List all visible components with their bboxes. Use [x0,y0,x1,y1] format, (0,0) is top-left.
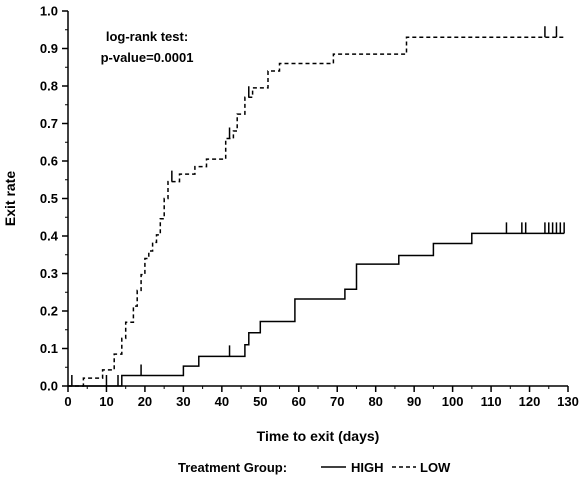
y-tick-label: 0.8 [40,79,58,94]
y-tick-label: 0.4 [40,229,59,244]
legend-label-high: HIGH [351,460,384,475]
legend-title: Treatment Group: [178,460,287,475]
x-tick-label: 90 [407,394,421,409]
y-tick-label: 0.2 [40,304,58,319]
y-tick-label: 0.7 [40,116,58,131]
y-axis: 0.0 0.1 0.2 0.3 0.4 0.5 0.6 0.7 0.8 0.9 1.0 [40,4,68,394]
x-tick-label: 30 [176,394,190,409]
x-tick-label: 70 [330,394,344,409]
x-tick-label: 10 [99,394,113,409]
y-tick-label: 0.5 [40,191,58,206]
annotation-line-2: p-value=0.0001 [101,50,194,65]
x-tick-label: 80 [368,394,382,409]
x-tick-label: 60 [292,394,306,409]
legend: Treatment Group: HIGH LOW [178,460,451,475]
x-axis-title: Time to exit (days) [257,428,380,444]
x-axis: 0 10 20 30 40 50 60 70 80 90 100 110 120 130 [64,386,579,409]
x-tick-label: 0 [64,394,71,409]
annotation-line-1: log-rank test: [106,29,188,44]
y-tick-label: 1.0 [40,4,58,19]
y-tick-label: 0.3 [40,266,58,281]
x-tick-label: 20 [138,394,152,409]
series-line-low [68,36,565,387]
y-tick-label: 0.9 [40,41,58,56]
x-tick-label: 120 [519,394,541,409]
y-tick-label: 0.1 [40,341,58,356]
x-tick-label: 130 [557,394,579,409]
legend-label-low: LOW [420,460,451,475]
y-tick-label: 0.0 [40,379,58,394]
y-axis-title: Exit rate [2,171,18,226]
y-tick-label: 0.6 [40,154,58,169]
x-tick-label: 40 [215,394,229,409]
series-layer [68,26,565,387]
x-tick-label: 100 [442,394,464,409]
x-tick-label: 50 [253,394,267,409]
x-tick-label: 110 [481,394,502,409]
series-line-high [68,232,565,387]
